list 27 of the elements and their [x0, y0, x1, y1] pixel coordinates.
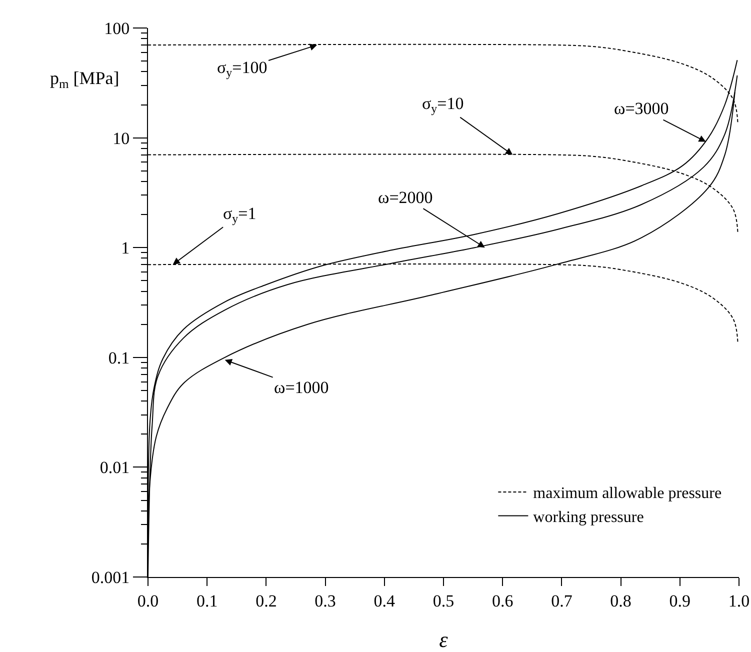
legend-label: maximum allowable pressure	[533, 485, 722, 502]
y-tick-label: 1	[121, 238, 130, 258]
x-axis-title: ε	[439, 627, 448, 652]
annotation: σ$_{y}$=100	[217, 58, 268, 80]
x-tick-label: 0.9	[669, 591, 691, 610]
x-tick-label: 0.7	[551, 591, 573, 610]
annotation: σ$_{y}$=10	[422, 94, 464, 116]
annotation: σ$_{y}$=1	[223, 204, 256, 226]
x-tick-label: 0.4	[374, 591, 396, 610]
x-tick-label: 0.6	[492, 591, 514, 610]
annotation: ω=1000	[274, 378, 329, 397]
legend-label: working pressure	[533, 509, 644, 526]
x-tick-label: 1.0	[728, 591, 750, 610]
y-tick-label: 0.001	[91, 568, 130, 587]
x-tick-label: 0.0	[137, 591, 159, 610]
x-tick-label: 0.8	[610, 591, 632, 610]
y-tick-label: 100	[104, 18, 130, 38]
annotation: ω=2000	[378, 188, 433, 207]
x-tick-label: 0.1	[196, 591, 218, 610]
y-tick-label: 0.01	[100, 458, 130, 478]
y-axis-title: p$_{m}$ [MPa]	[50, 68, 120, 91]
x-tick-label: 0.5	[432, 591, 454, 610]
annotation: ω=3000	[614, 99, 669, 118]
x-tick-label: 0.2	[256, 591, 277, 610]
x-tick-label: 0.3	[314, 591, 336, 610]
y-tick-label: 0.1	[108, 348, 130, 368]
y-tick-label: 10	[112, 128, 130, 148]
